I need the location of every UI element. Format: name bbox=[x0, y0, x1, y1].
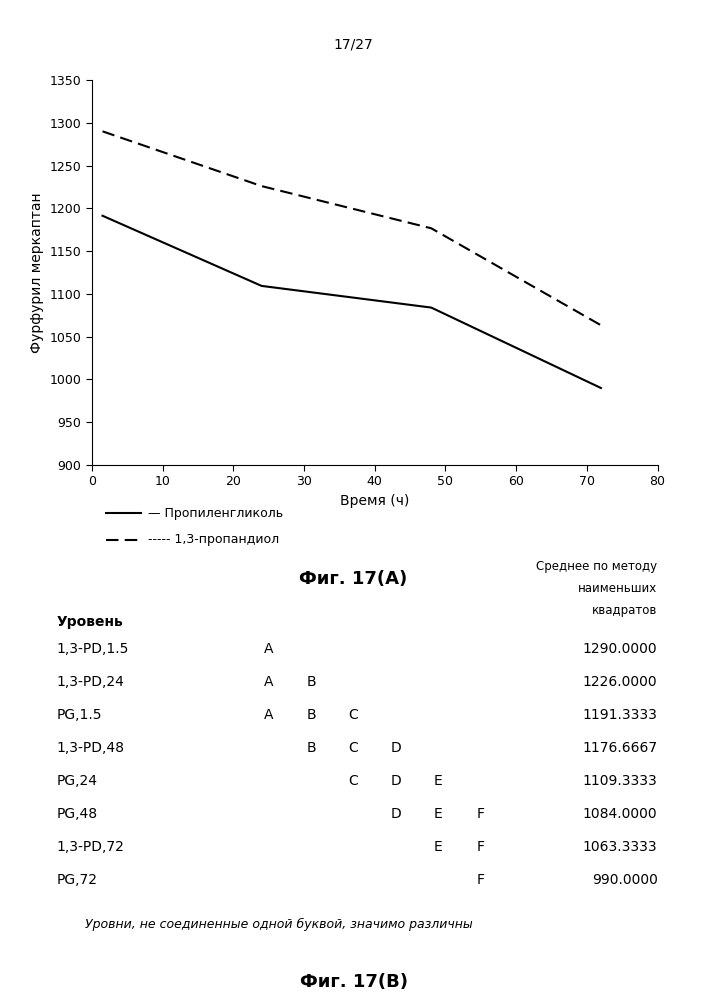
Text: Фиг. 17(A): Фиг. 17(A) bbox=[299, 570, 408, 588]
Text: 1063.3333: 1063.3333 bbox=[583, 840, 658, 854]
Text: F: F bbox=[477, 807, 485, 821]
Text: PG,24: PG,24 bbox=[57, 774, 98, 788]
Text: Уровни, не соединенные одной буквой, значимо различны: Уровни, не соединенные одной буквой, зна… bbox=[85, 918, 472, 931]
Text: D: D bbox=[390, 774, 402, 788]
Text: C: C bbox=[349, 708, 358, 722]
Text: 1084.0000: 1084.0000 bbox=[583, 807, 658, 821]
Text: C: C bbox=[349, 774, 358, 788]
Text: E: E bbox=[434, 774, 443, 788]
Text: Уровень: Уровень bbox=[57, 615, 123, 629]
Text: B: B bbox=[306, 741, 316, 755]
Text: A: A bbox=[264, 675, 274, 689]
Text: 1,3-PD,1.5: 1,3-PD,1.5 bbox=[57, 642, 129, 656]
Text: F: F bbox=[477, 873, 485, 887]
Text: PG,48: PG,48 bbox=[57, 807, 98, 821]
Text: 1109.3333: 1109.3333 bbox=[583, 774, 658, 788]
Text: 17/27: 17/27 bbox=[334, 38, 373, 52]
Text: Среднее по методу: Среднее по методу bbox=[537, 560, 658, 573]
Text: B: B bbox=[306, 675, 316, 689]
Text: D: D bbox=[390, 807, 402, 821]
Text: 1,3-PD,24: 1,3-PD,24 bbox=[57, 675, 124, 689]
Text: F: F bbox=[477, 840, 485, 854]
Text: B: B bbox=[306, 708, 316, 722]
Text: наименьших: наименьших bbox=[578, 582, 658, 595]
Text: PG,72: PG,72 bbox=[57, 873, 98, 887]
Text: E: E bbox=[434, 807, 443, 821]
Text: 1176.6667: 1176.6667 bbox=[583, 741, 658, 755]
Text: 990.0000: 990.0000 bbox=[592, 873, 658, 887]
Text: PG,1.5: PG,1.5 bbox=[57, 708, 102, 722]
Text: 1191.3333: 1191.3333 bbox=[583, 708, 658, 722]
Text: D: D bbox=[390, 741, 402, 755]
Text: 1,3-PD,72: 1,3-PD,72 bbox=[57, 840, 124, 854]
Text: E: E bbox=[434, 840, 443, 854]
Text: квадратов: квадратов bbox=[592, 604, 658, 617]
Text: C: C bbox=[349, 741, 358, 755]
Text: 1226.0000: 1226.0000 bbox=[583, 675, 658, 689]
Text: 1290.0000: 1290.0000 bbox=[583, 642, 658, 656]
Text: Фиг. 17(B): Фиг. 17(B) bbox=[300, 973, 407, 991]
Text: ----- 1,3-пропандиол: ----- 1,3-пропандиол bbox=[148, 534, 279, 546]
Text: A: A bbox=[264, 708, 274, 722]
X-axis label: Время (ч): Время (ч) bbox=[340, 494, 409, 508]
Text: — Пропиленгликоль: — Пропиленгликоль bbox=[148, 506, 284, 519]
Text: A: A bbox=[264, 642, 274, 656]
Y-axis label: Фурфурил меркаптан: Фурфурил меркаптан bbox=[30, 192, 44, 353]
Text: 1,3-PD,48: 1,3-PD,48 bbox=[57, 741, 124, 755]
